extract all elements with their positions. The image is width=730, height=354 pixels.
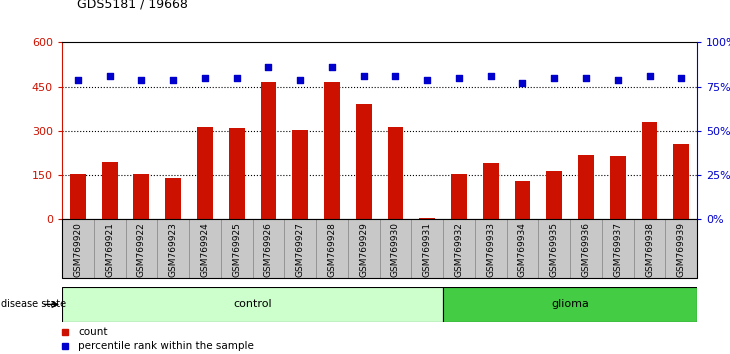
Bar <box>62 287 443 322</box>
Text: count: count <box>78 327 107 337</box>
Bar <box>610 156 626 219</box>
Bar <box>356 104 372 219</box>
Text: GSM769932: GSM769932 <box>455 222 464 277</box>
Bar <box>602 219 634 278</box>
Bar <box>126 219 158 278</box>
Text: GSM769922: GSM769922 <box>137 222 146 277</box>
Bar <box>388 127 404 219</box>
Bar <box>221 219 253 278</box>
Point <box>358 73 369 79</box>
Bar <box>673 144 689 219</box>
Bar <box>292 130 308 219</box>
Bar <box>380 219 412 278</box>
Point <box>675 75 687 81</box>
Point <box>517 80 529 86</box>
Bar <box>197 127 213 219</box>
Bar <box>253 219 285 278</box>
Text: GSM769938: GSM769938 <box>645 222 654 278</box>
Bar <box>634 219 666 278</box>
Bar <box>443 219 475 278</box>
Text: GSM769930: GSM769930 <box>391 222 400 278</box>
Point <box>548 75 560 81</box>
Point <box>104 73 115 79</box>
Bar <box>228 128 245 219</box>
Bar <box>419 218 435 219</box>
Point <box>72 77 84 82</box>
Bar <box>316 219 348 278</box>
Text: disease state: disease state <box>1 299 66 309</box>
Bar <box>666 219 697 278</box>
Text: control: control <box>234 299 272 309</box>
Point <box>231 75 242 81</box>
Text: GSM769920: GSM769920 <box>74 222 82 277</box>
Text: GSM769925: GSM769925 <box>232 222 241 277</box>
Text: GSM769939: GSM769939 <box>677 222 685 278</box>
Text: GSM769931: GSM769931 <box>423 222 431 278</box>
Bar <box>62 219 93 278</box>
Bar <box>443 287 697 322</box>
Bar <box>261 82 277 219</box>
Bar <box>570 219 602 278</box>
Text: GSM769929: GSM769929 <box>359 222 368 277</box>
Bar <box>189 219 221 278</box>
Bar <box>451 174 467 219</box>
Point <box>485 73 496 79</box>
Point <box>167 77 179 82</box>
Bar <box>546 171 562 219</box>
Bar <box>348 219 380 278</box>
Point <box>199 75 211 81</box>
Text: GSM769928: GSM769928 <box>328 222 337 277</box>
Point <box>612 77 623 82</box>
Bar <box>483 164 499 219</box>
Bar <box>515 181 531 219</box>
Bar <box>158 219 189 278</box>
Point <box>453 75 465 81</box>
Bar <box>165 178 181 219</box>
Text: GSM769935: GSM769935 <box>550 222 558 278</box>
Bar <box>285 219 316 278</box>
Point <box>390 73 402 79</box>
Bar <box>101 162 118 219</box>
Bar <box>324 82 340 219</box>
Bar <box>539 219 570 278</box>
Point <box>294 77 306 82</box>
Text: GSM769937: GSM769937 <box>613 222 622 278</box>
Text: GSM769933: GSM769933 <box>486 222 495 278</box>
Bar <box>578 155 594 219</box>
Point <box>644 73 656 79</box>
Point <box>263 64 274 70</box>
Text: GSM769924: GSM769924 <box>201 222 210 277</box>
Text: GSM769926: GSM769926 <box>264 222 273 277</box>
Point <box>421 77 433 82</box>
Bar <box>93 219 126 278</box>
Text: GSM769936: GSM769936 <box>582 222 591 278</box>
Point <box>326 64 338 70</box>
Text: GDS5181 / 19668: GDS5181 / 19668 <box>77 0 188 11</box>
Text: GSM769934: GSM769934 <box>518 222 527 277</box>
Point <box>136 77 147 82</box>
Bar <box>642 122 658 219</box>
Text: GSM769923: GSM769923 <box>169 222 177 277</box>
Text: GSM769927: GSM769927 <box>296 222 304 277</box>
Bar <box>134 174 150 219</box>
Text: percentile rank within the sample: percentile rank within the sample <box>78 341 254 350</box>
Point <box>580 75 592 81</box>
Bar <box>475 219 507 278</box>
Text: glioma: glioma <box>551 299 589 309</box>
Bar <box>507 219 539 278</box>
Text: GSM769921: GSM769921 <box>105 222 114 277</box>
Bar <box>70 174 86 219</box>
Bar <box>412 219 443 278</box>
